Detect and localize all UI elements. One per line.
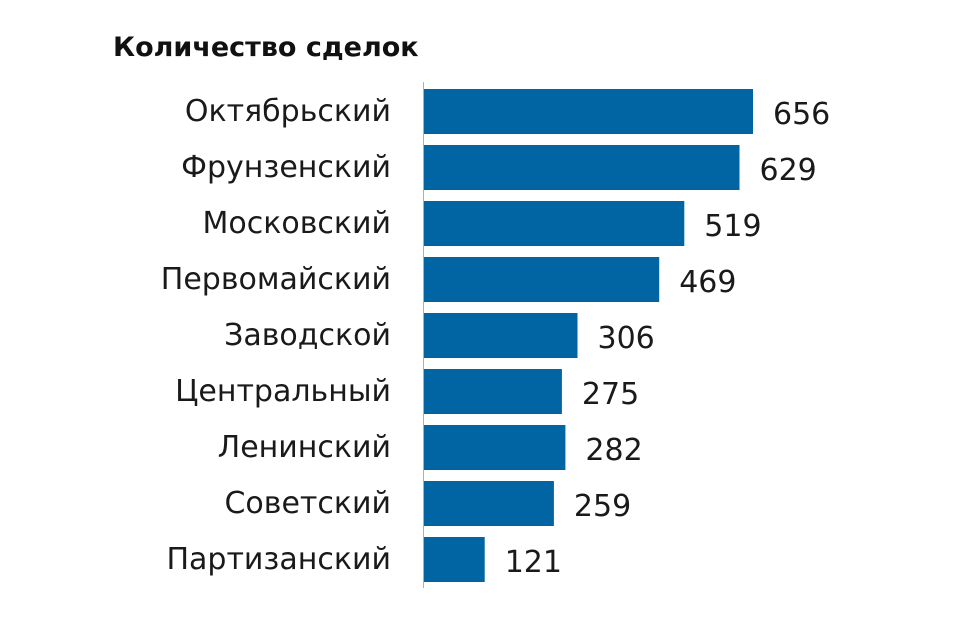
bar (424, 89, 753, 134)
value-label: 656 (773, 97, 830, 132)
bar (424, 201, 685, 246)
value-label: 306 (598, 321, 655, 356)
category-label: Партизанский (166, 542, 391, 577)
category-label: Ленинский (218, 430, 391, 465)
value-label: 275 (582, 377, 639, 412)
bar (424, 537, 485, 582)
bar (424, 313, 578, 358)
value-labels-group: 656 629 519 469 306 275 282 259 121 (505, 97, 831, 580)
category-label: Московский (203, 206, 392, 241)
bar (424, 257, 660, 302)
value-label: 282 (585, 433, 642, 468)
value-label: 259 (574, 489, 631, 524)
category-labels-group: Октябрьский Фрунзенский Московский Первомай… (161, 94, 391, 577)
category-label: Первомайский (161, 262, 391, 297)
value-label: 121 (505, 545, 562, 580)
value-label: 629 (760, 153, 817, 188)
bar (424, 481, 554, 526)
bar (424, 425, 566, 470)
category-label: Центральный (175, 374, 391, 409)
bar (424, 145, 740, 190)
category-label: Фрунзенский (181, 150, 391, 185)
category-label: Октябрьский (185, 94, 391, 129)
category-label: Заводской (224, 318, 391, 353)
category-label: Советский (224, 486, 391, 521)
bars-group (424, 89, 753, 582)
chart-title: Количество сделок (113, 32, 419, 63)
value-label: 519 (704, 209, 761, 244)
bar (424, 369, 562, 414)
value-label: 469 (679, 265, 736, 300)
